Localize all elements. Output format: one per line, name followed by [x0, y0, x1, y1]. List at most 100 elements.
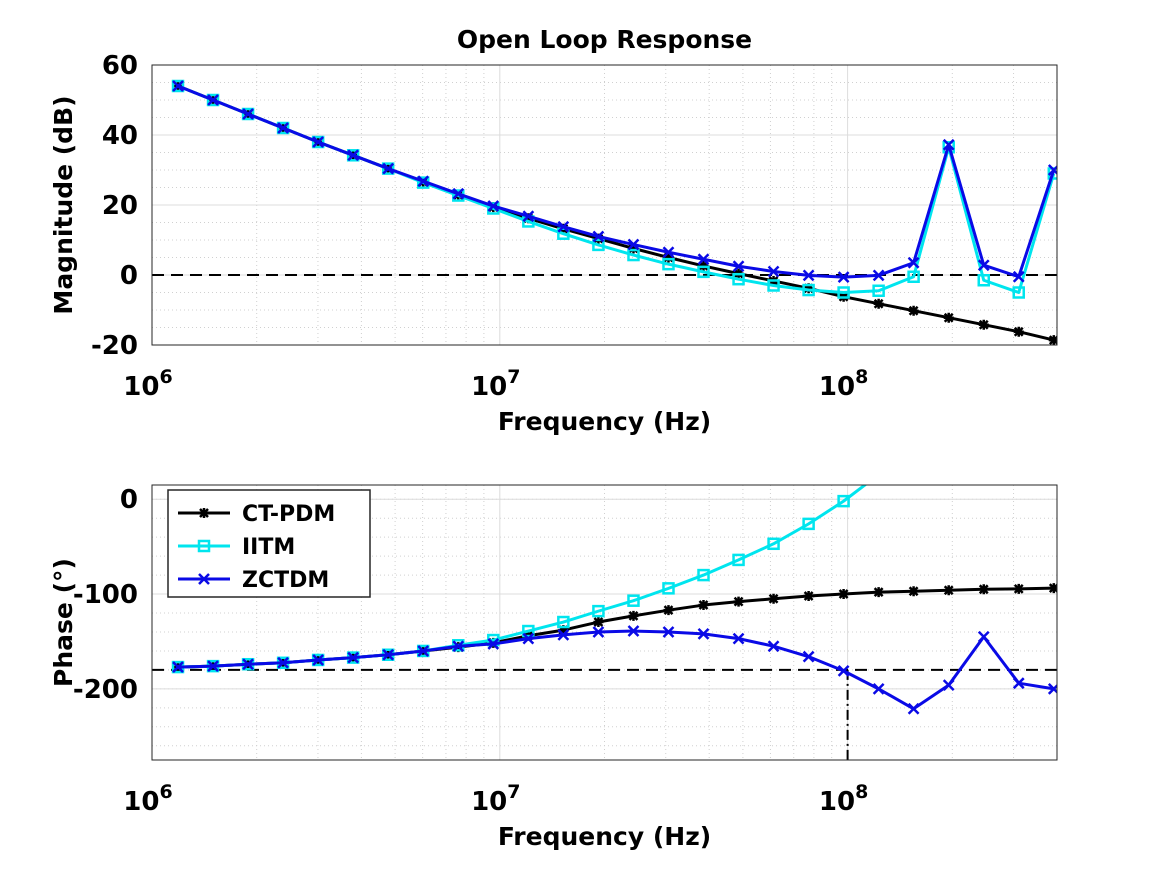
marker	[628, 610, 639, 621]
marker	[872, 682, 885, 695]
marker	[663, 605, 674, 616]
marker	[732, 553, 745, 567]
axes-frame	[151, 64, 1058, 346]
legend-label: CT-PDM	[242, 502, 335, 527]
marker	[732, 272, 745, 286]
marker	[242, 108, 254, 120]
marker	[628, 243, 639, 254]
marker	[1047, 682, 1057, 695]
marker	[522, 624, 535, 638]
marker	[768, 593, 779, 604]
marker	[697, 627, 710, 640]
marker	[874, 470, 884, 480]
marker	[802, 650, 815, 663]
y-tick-label: -100	[73, 580, 138, 610]
marker	[767, 640, 780, 653]
marker	[207, 660, 219, 673]
marker	[417, 645, 430, 657]
marker	[733, 596, 744, 607]
legend-marker	[198, 573, 210, 585]
marker	[558, 625, 569, 636]
marker	[452, 187, 465, 200]
marker	[943, 585, 954, 596]
marker	[593, 233, 604, 244]
y-tick-label: 60	[102, 51, 138, 81]
marker	[662, 246, 675, 259]
x-tick-label: 108	[819, 366, 868, 402]
series-group	[171, 79, 1057, 345]
marker	[872, 284, 885, 297]
marker	[452, 640, 465, 653]
marker	[627, 594, 640, 607]
marker	[206, 93, 220, 107]
x-tick-label: 106	[123, 781, 172, 817]
marker	[802, 283, 815, 297]
marker	[803, 283, 814, 294]
marker	[907, 702, 920, 715]
marker	[732, 632, 745, 645]
y-tick-label: 20	[102, 191, 138, 221]
x-tick-label: 107	[471, 781, 520, 817]
marker	[627, 238, 640, 251]
legend-label: ZCTDM	[242, 568, 329, 593]
marker	[1048, 335, 1057, 345]
marker	[557, 227, 570, 240]
marker	[592, 604, 605, 618]
marker	[942, 679, 955, 691]
marker	[382, 162, 395, 175]
marker	[698, 600, 709, 611]
marker	[522, 632, 535, 645]
marker	[837, 271, 850, 283]
marker	[1013, 326, 1024, 337]
marker	[172, 80, 184, 92]
marker	[557, 628, 570, 641]
marker	[767, 537, 780, 551]
marker	[522, 210, 535, 223]
marker	[802, 269, 815, 282]
marker	[697, 253, 710, 266]
marker	[873, 587, 884, 598]
marker	[592, 238, 605, 252]
marker	[1047, 164, 1057, 176]
marker	[417, 175, 430, 188]
marker	[312, 136, 325, 148]
y-tick-label: 40	[102, 121, 138, 151]
series-line	[177, 84, 1056, 279]
marker	[347, 149, 360, 162]
marker	[1048, 583, 1057, 594]
y-tick-label: 0	[120, 485, 138, 515]
legend-marker	[199, 508, 209, 518]
marker	[523, 213, 534, 224]
marker	[802, 517, 815, 531]
y-tick-label: 0	[120, 261, 138, 291]
marker	[592, 230, 605, 243]
marker	[171, 79, 185, 93]
marker	[697, 265, 710, 279]
marker	[767, 265, 780, 278]
y-axis-label: Magnitude (dB)	[49, 95, 78, 314]
marker	[697, 568, 710, 582]
marker	[277, 122, 289, 134]
marker	[1012, 270, 1025, 283]
marker	[593, 617, 604, 628]
marker	[627, 248, 640, 262]
marker	[942, 141, 955, 154]
marker	[942, 138, 955, 151]
marker	[487, 200, 500, 212]
marker	[347, 651, 360, 664]
marker	[907, 270, 920, 283]
marker	[557, 615, 570, 629]
marker	[978, 319, 989, 330]
marker	[627, 625, 640, 637]
x-axis-label: Frequency (Hz)	[498, 407, 711, 436]
axes-frame	[151, 484, 1058, 761]
x-tick-label: 107	[471, 366, 520, 402]
chart-title: Open Loop Response	[457, 25, 752, 54]
marker	[592, 626, 605, 638]
marker	[242, 658, 254, 671]
marker	[1013, 583, 1024, 594]
marker	[873, 298, 884, 309]
marker	[346, 149, 360, 162]
marker	[662, 257, 675, 271]
